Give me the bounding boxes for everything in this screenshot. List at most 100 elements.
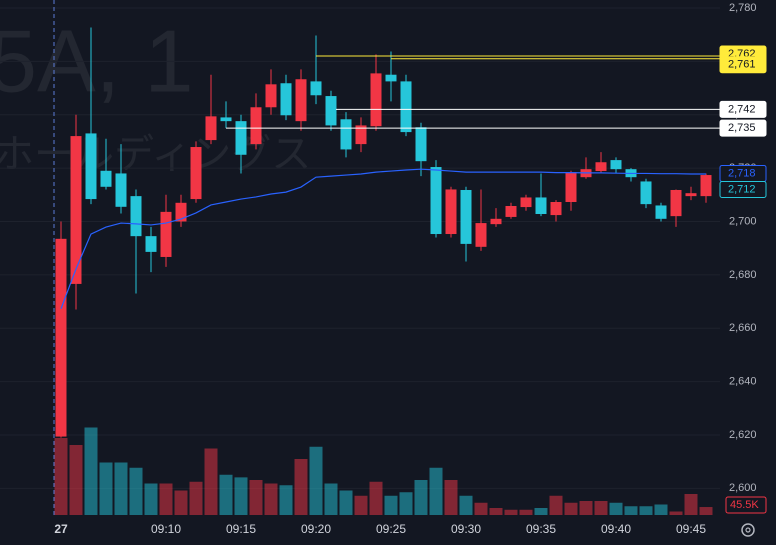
volume-bar: [654, 504, 668, 515]
y-tick-label: 2,640: [729, 375, 757, 387]
watermark-group: 5A, 1 ホールディングス: [0, 11, 311, 176]
price-badge: [719, 180, 767, 198]
candle-body: [670, 189, 682, 217]
volume-bar: [204, 448, 218, 515]
x-tick-label: 09:25: [376, 522, 406, 536]
candle-body: [565, 172, 577, 202]
volume-bar: [279, 485, 293, 515]
candle-body: [175, 202, 187, 222]
x-tick-label: 09:35: [526, 522, 556, 536]
volume-bar: [354, 495, 368, 515]
candle-body: [130, 196, 142, 237]
x-tick-label: 27: [54, 522, 68, 536]
y-tick-label: 2,600: [729, 482, 757, 494]
candle-body: [685, 193, 697, 197]
volume-bar: [54, 438, 68, 515]
candle-body: [160, 211, 172, 257]
candle-body: [430, 167, 442, 235]
candle-body: [445, 189, 457, 235]
price-badge-label: 2,718: [728, 167, 756, 179]
candle-body: [205, 116, 217, 141]
price-badge-label: 2,761: [728, 59, 756, 71]
settings-icon-center[interactable]: [745, 527, 751, 533]
x-tick-label: 09:30: [451, 522, 481, 536]
candle-body: [145, 236, 157, 252]
candle-body: [190, 147, 202, 200]
x-tick-label: 09:20: [301, 522, 331, 536]
volume-bar: [579, 501, 593, 515]
volume-bar: [144, 483, 158, 515]
price-axis: [720, 0, 776, 545]
volume-bar: [384, 495, 398, 515]
candle-body: [235, 121, 247, 155]
axis-labels: 2,6002,6202,6402,6602,6802,7002,7202,740…: [54, 2, 767, 536]
x-tick-label: 09:45: [676, 522, 706, 536]
volume-bar: [489, 508, 503, 515]
candle-body: [325, 96, 337, 126]
volume-bar: [414, 480, 428, 515]
candle-body: [295, 79, 307, 122]
settings-button[interactable]: [741, 523, 755, 537]
candle-body: [115, 173, 127, 207]
grid: [0, 7, 720, 489]
candle-body: [475, 223, 487, 247]
settings-icon[interactable]: [741, 523, 755, 537]
price-badge-label: 2,712: [728, 183, 756, 195]
candle-body: [55, 238, 67, 437]
volume-bar: [429, 467, 443, 515]
candle-body: [220, 117, 232, 122]
volume-bar: [294, 459, 308, 515]
candle-body: [385, 74, 397, 82]
y-tick-label: 2,680: [729, 269, 757, 281]
volume-bar: [339, 490, 353, 515]
y-tick-label: 2,700: [729, 215, 757, 227]
volume-bar: [369, 481, 383, 515]
candle-body: [85, 133, 97, 200]
candle-body: [490, 218, 502, 225]
volume-layer: [54, 427, 713, 515]
candle-body: [310, 81, 322, 96]
volume-bar: [459, 495, 473, 515]
volume-bar: [99, 462, 113, 515]
volume-bar: [189, 481, 203, 515]
candle-body: [100, 170, 112, 187]
y-tick-label: 2,660: [729, 322, 757, 334]
volume-bar: [684, 494, 698, 515]
volume-bar: [534, 508, 548, 515]
watermark: 5A, 1: [0, 11, 193, 110]
volume-bar: [234, 477, 248, 515]
axis-background: [720, 0, 776, 545]
volume-bar: [609, 502, 623, 515]
price-badge: [719, 119, 767, 137]
x-tick-label: 09:15: [226, 522, 256, 536]
candle-body: [520, 197, 532, 208]
price-badge: [719, 56, 767, 74]
volume-bar: [699, 507, 713, 515]
volume-bar: [444, 480, 458, 515]
candle-body: [595, 162, 607, 172]
x-tick-label: 09:40: [601, 522, 631, 536]
volume-bar: [159, 483, 173, 515]
candle-body: [700, 175, 712, 197]
candle-body: [70, 136, 82, 284]
volume-bar: [504, 509, 518, 515]
volume-bar: [639, 506, 653, 515]
volume-bar: [564, 502, 578, 515]
volume-badge-label: 45.5K: [730, 499, 759, 511]
volume-bar: [594, 501, 608, 515]
candle-body: [340, 119, 352, 150]
volume-bar: [84, 427, 98, 515]
candle-body: [355, 125, 367, 145]
price-badge-label: 2,742: [728, 103, 756, 115]
volume-bar: [624, 506, 638, 515]
volume-bar: [249, 480, 263, 515]
candle-body: [280, 83, 292, 116]
candle-body: [265, 84, 277, 108]
candle-body: [415, 127, 427, 162]
volume-bar: [669, 511, 683, 515]
candle-body: [655, 205, 667, 219]
watermark: ホールディングス: [0, 133, 311, 177]
candle-body: [460, 189, 472, 244]
